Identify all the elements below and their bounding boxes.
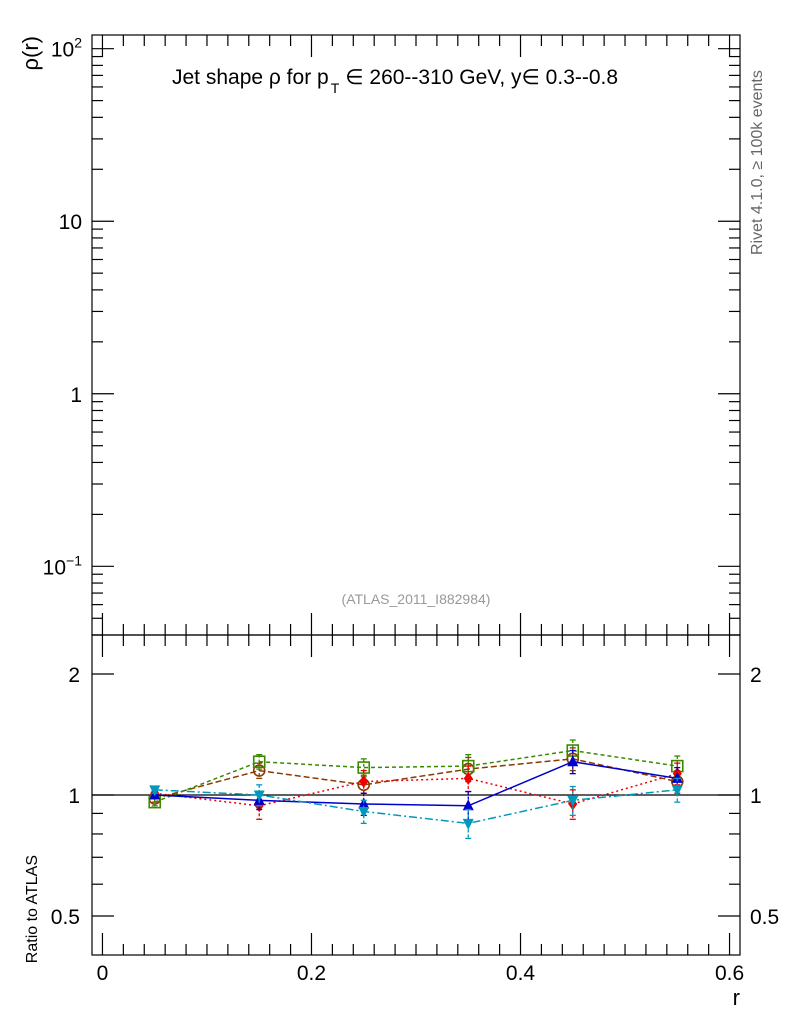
ratio-ytick-label-left: 2 [68, 664, 80, 687]
main-ytick-label: 10−1 [43, 552, 83, 579]
plot-title: Jet shape ρ for p T ∈ 260--310 GeV, y∈ 0.3… [172, 66, 618, 96]
ratio-xtick-label: 0.6 [715, 962, 744, 985]
ratio-ytick-label-right: 2 [750, 664, 762, 687]
data-point [462, 818, 474, 830]
main-ytick-exponent: 2 [74, 35, 82, 51]
data-point [463, 771, 473, 785]
ratio-xtick-label: 0.2 [297, 962, 326, 985]
data-point [252, 755, 266, 769]
ratio-series-group [148, 739, 684, 840]
ratio-ytick-label-left: 1 [68, 785, 80, 808]
data-point [567, 755, 579, 767]
data-point [567, 795, 579, 807]
analysis-label: (ATLAS_2011_I882984) [342, 591, 491, 607]
ratio-ytick-label-right: 0.5 [750, 906, 779, 929]
main-plot-frame [91, 34, 741, 636]
main-ytick-base: 10 [51, 39, 74, 62]
data-point [671, 785, 683, 797]
data-point [359, 775, 369, 789]
main-ytick-label: 10 [59, 211, 82, 234]
ratio-series-3 [149, 749, 683, 822]
data-point [253, 790, 265, 802]
series-line [154, 760, 678, 807]
plot-title-rest: ∈ 260--310 GeV, y∈ 0.3--0.8 [345, 66, 618, 89]
data-point [671, 771, 683, 783]
ratio-series-4 [149, 777, 683, 840]
ratio-xtick-label: 0.4 [506, 962, 536, 985]
ratio-ytick-label-left: 0.5 [51, 906, 80, 929]
main-ytick-label: 102 [51, 35, 82, 62]
ratio-ytick-label-right: 1 [750, 785, 762, 808]
main-ytick-exponent: −1 [66, 552, 82, 568]
series-line [154, 758, 678, 800]
series-line [154, 789, 678, 825]
ratio-xtick-label: 0 [97, 962, 109, 985]
series-line [154, 772, 678, 807]
ratio-ylabel: Ratio to ATLAS [24, 855, 41, 963]
main-ytick-base: 10 [43, 556, 66, 579]
series-line [154, 749, 678, 803]
plot-title-subscript: T [331, 80, 340, 96]
data-point [462, 799, 474, 811]
ratio-axis-ticks: 0 0.2 0.4 0.6 0.5 0.5 1 1 2 2 [51, 635, 779, 985]
data-point [149, 785, 161, 797]
main-ytick-label: 1 [70, 384, 82, 407]
plot-title-main: Jet shape ρ for p [172, 66, 329, 89]
ratio-xlabel: r [733, 985, 740, 1010]
rivet-version-label: Rivet 4.1.0, ≥ 100k events [749, 70, 766, 255]
data-point [358, 806, 370, 818]
ratio-series-2 [150, 762, 682, 820]
main-ylabel: ρ(r) [18, 36, 43, 71]
